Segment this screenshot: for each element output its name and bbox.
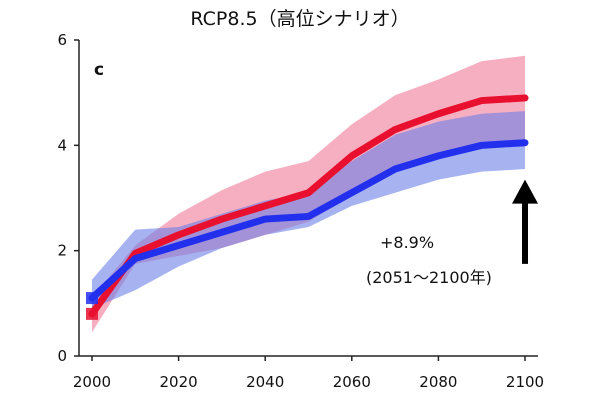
- y-axis-ticks: 0 2 4 6: [57, 31, 79, 365]
- y-tick-label: 2: [57, 242, 67, 260]
- series-line-1: [88, 139, 529, 302]
- annotation-percent: +8.9%: [380, 233, 434, 252]
- change-arrow: [512, 179, 539, 264]
- x-tick-label: 2020: [160, 373, 198, 391]
- x-tick-label: 2060: [333, 373, 371, 391]
- series-line-0: [88, 94, 529, 318]
- y-tick-label: 4: [57, 136, 67, 154]
- series-marker-0: [85, 307, 98, 320]
- annotation-period: (2051〜2100年): [366, 268, 492, 287]
- series-lines: [85, 94, 529, 320]
- arrow-head: [512, 179, 539, 204]
- x-tick-label: 2000: [73, 373, 111, 391]
- x-tick-label: 2040: [246, 373, 284, 391]
- x-tick-label: 2080: [419, 373, 457, 391]
- y-tick-label: 6: [57, 31, 67, 49]
- chart-title: RCP8.5（高位シナリオ）: [190, 8, 409, 30]
- x-axis-ticks: 2000 2020 2040 2060 2080 2100: [73, 356, 544, 391]
- y-tick-label: 0: [57, 347, 67, 365]
- series-marker-1: [85, 292, 98, 305]
- x-tick-label: 2100: [506, 373, 544, 391]
- panel-label: c: [94, 60, 104, 80]
